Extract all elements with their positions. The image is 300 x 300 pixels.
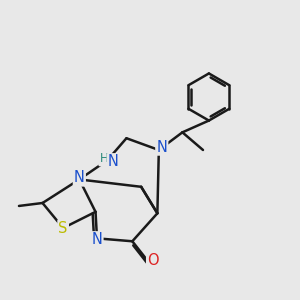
Text: N: N	[156, 140, 167, 154]
Text: N: N	[74, 170, 85, 185]
Text: S: S	[58, 220, 68, 236]
Text: O: O	[147, 253, 159, 268]
Text: H: H	[99, 152, 108, 165]
Text: N: N	[108, 154, 118, 169]
Text: N: N	[92, 232, 102, 247]
